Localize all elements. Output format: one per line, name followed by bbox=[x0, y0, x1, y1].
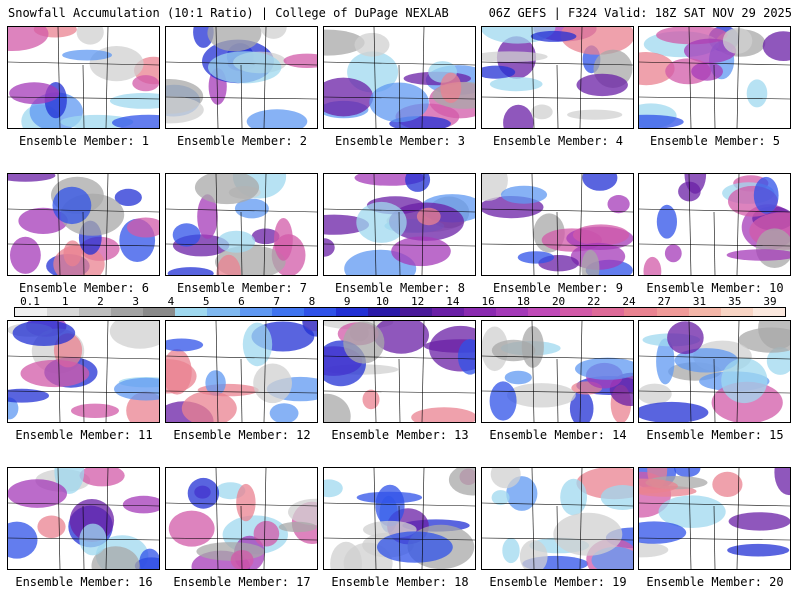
ensemble-member-label: Ensemble Member: 13 bbox=[331, 428, 469, 442]
run-valid-time: 06Z GEFS | F324 Valid: 18Z SAT NOV 29 20… bbox=[488, 6, 792, 20]
colorbar-tick-label: 16 bbox=[481, 295, 495, 308]
colorbar-swatch bbox=[399, 308, 433, 316]
colorbar-swatch bbox=[175, 308, 208, 316]
colorbar-tick-label: 0.1 bbox=[20, 295, 40, 308]
colorbar-swatch bbox=[143, 308, 176, 316]
ensemble-member-map bbox=[481, 26, 634, 129]
colorbar-tick-label: 22 bbox=[587, 295, 601, 308]
colorbar-swatch bbox=[720, 308, 753, 316]
ensemble-member-map bbox=[165, 320, 318, 423]
ensemble-member-map bbox=[638, 26, 791, 129]
ensemble-member-label: Ensemble Member: 5 bbox=[649, 134, 781, 148]
colorbar-swatch bbox=[367, 308, 400, 316]
colorbar-tick-label: 3 bbox=[132, 295, 140, 308]
colorbar-tick-label: 12 bbox=[410, 295, 425, 308]
colorbar-swatch bbox=[528, 308, 561, 316]
ensemble-member-label: Ensemble Member: 2 bbox=[176, 134, 308, 148]
colorbar-tick-label: 35 bbox=[728, 295, 742, 308]
colorbar-tick-label: 5 bbox=[202, 295, 210, 308]
colorbar-tick-label: 8 bbox=[308, 295, 316, 308]
colorbar-swatch bbox=[207, 308, 240, 316]
ensemble-member-map bbox=[638, 173, 791, 276]
ensemble-member-map bbox=[7, 26, 160, 129]
ensemble-member-label: Ensemble Member: 7 bbox=[176, 281, 308, 295]
ensemble-member-label: Ensemble Member: 15 bbox=[646, 428, 784, 442]
ensemble-member-label: Ensemble Member: 1 bbox=[18, 134, 150, 148]
colorbar-swatch bbox=[111, 308, 144, 316]
ensemble-member-map bbox=[638, 467, 791, 570]
ensemble-member-map bbox=[638, 320, 791, 423]
ensemble-member-label: Ensemble Member: 17 bbox=[173, 575, 311, 589]
ensemble-member-map bbox=[7, 320, 160, 423]
ensemble-member-map bbox=[323, 467, 476, 570]
colorbar-swatch bbox=[752, 308, 785, 316]
colorbar-tick-label: 18 bbox=[516, 295, 530, 308]
colorbar-swatch bbox=[335, 308, 368, 316]
colorbar-swatch bbox=[47, 308, 80, 316]
ensemble-member-label: Ensemble Member: 20 bbox=[646, 575, 784, 589]
ensemble-member-label: Ensemble Member: 11 bbox=[15, 428, 153, 442]
ensemble-member-map bbox=[481, 320, 634, 423]
colorbar-swatch bbox=[303, 308, 336, 316]
colorbar-tick-label: 27 bbox=[657, 295, 671, 308]
colorbar-tick-label: 20 bbox=[551, 295, 566, 308]
colorbar-swatch bbox=[239, 308, 272, 316]
ensemble-member-label: Ensemble Member: 10 bbox=[646, 281, 784, 295]
snowfall-colorbar bbox=[14, 307, 786, 317]
colorbar-swatch bbox=[15, 308, 48, 316]
colorbar-swatch bbox=[560, 308, 593, 316]
ensemble-member-map bbox=[323, 26, 476, 129]
colorbar-tick-label: 9 bbox=[343, 295, 351, 308]
colorbar-tick-label: 6 bbox=[238, 295, 245, 308]
colorbar-swatch bbox=[592, 308, 625, 316]
colorbar-tick-label: 7 bbox=[273, 295, 280, 308]
ensemble-member-label: Ensemble Member: 9 bbox=[492, 281, 624, 295]
ensemble-member-map bbox=[323, 320, 476, 423]
colorbar-tick-label: 14 bbox=[446, 295, 460, 308]
ensemble-member-label: Ensemble Member: 6 bbox=[18, 281, 150, 295]
ensemble-member-map bbox=[165, 467, 318, 570]
ensemble-member-map bbox=[7, 173, 160, 276]
colorbar-swatch bbox=[271, 308, 304, 316]
colorbar-swatch bbox=[688, 308, 721, 316]
ensemble-member-label: Ensemble Member: 18 bbox=[331, 575, 469, 589]
ensemble-member-label: Ensemble Member: 12 bbox=[173, 428, 311, 442]
ensemble-member-label: Ensemble Member: 4 bbox=[492, 134, 624, 148]
ensemble-member-map bbox=[481, 467, 634, 570]
colorbar-swatch bbox=[432, 308, 465, 316]
ensemble-member-map bbox=[481, 173, 634, 276]
ensemble-member-label: Ensemble Member: 8 bbox=[334, 281, 466, 295]
map-title: Snowfall Accumulation (10:1 Ratio) | Col… bbox=[8, 6, 449, 20]
ensemble-member-label: Ensemble Member: 14 bbox=[489, 428, 627, 442]
colorbar-swatch bbox=[464, 308, 497, 316]
colorbar-swatch bbox=[624, 308, 657, 316]
colorbar-tick-label: 2 bbox=[97, 295, 104, 308]
ensemble-member-label: Ensemble Member: 16 bbox=[15, 575, 153, 589]
colorbar-tick-label: 39 bbox=[763, 295, 777, 308]
colorbar-tick-label: 24 bbox=[622, 295, 636, 308]
colorbar-swatch bbox=[656, 308, 689, 316]
ensemble-member-map bbox=[165, 26, 318, 129]
colorbar-swatch bbox=[496, 308, 529, 316]
colorbar-tick-label: 31 bbox=[692, 295, 707, 308]
ensemble-member-map bbox=[7, 467, 160, 570]
ensemble-member-map bbox=[323, 173, 476, 276]
colorbar-tick-label: 1 bbox=[61, 295, 69, 308]
ensemble-member-map bbox=[165, 173, 318, 276]
colorbar-swatch bbox=[79, 308, 112, 316]
colorbar-tick-label: 10 bbox=[375, 295, 389, 308]
ensemble-member-label: Ensemble Member: 19 bbox=[489, 575, 627, 589]
ensemble-member-label: Ensemble Member: 3 bbox=[334, 134, 466, 148]
colorbar-tick-label: 4 bbox=[167, 295, 175, 308]
